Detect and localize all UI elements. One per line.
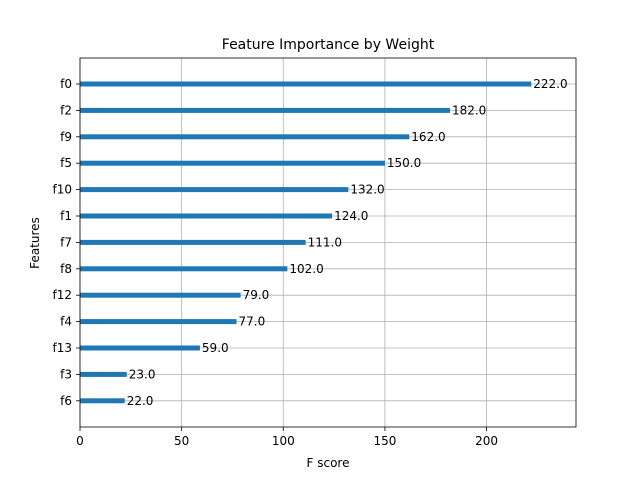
y-tick-label-f10: f10 — [53, 183, 73, 197]
bar-f13 — [80, 345, 200, 351]
data-label-f13: 59.0 — [202, 341, 229, 355]
bar-f7 — [80, 239, 306, 245]
plot-frame — [79, 57, 577, 428]
bar-f1 — [80, 213, 333, 219]
bars — [80, 81, 532, 404]
x-tick-label-0: 0 — [76, 434, 84, 448]
data-label-f3: 23.0 — [129, 367, 156, 381]
data-label-f1: 124.0 — [334, 209, 368, 223]
bar-f10 — [80, 187, 349, 193]
y-tick-label-f5: f5 — [60, 156, 72, 170]
y-tick-label-f3: f3 — [60, 367, 72, 381]
bar-f2 — [80, 107, 450, 113]
data-label-f9: 162.0 — [411, 130, 445, 144]
y-tick-label-f6: f6 — [60, 394, 72, 408]
data-label-f5: 150.0 — [387, 156, 421, 170]
bar-f3 — [80, 371, 127, 377]
bar-f4 — [80, 319, 237, 325]
x-tick-label-3: 150 — [373, 434, 396, 448]
x-axis-label: F score — [307, 456, 350, 470]
bar-f8 — [80, 266, 288, 272]
data-label-f10: 132.0 — [350, 183, 384, 197]
axes: f0 f2 f9 f5 f10 f1 f7 f8 f12 f4 f13 f3 f6 0 50 100 150 20… — [53, 57, 577, 448]
data-label-f2: 182.0 — [452, 103, 486, 117]
data-label-f4: 77.0 — [239, 315, 266, 329]
y-tick-label-f7: f7 — [60, 235, 72, 249]
x-tick-label-4: 200 — [475, 434, 498, 448]
bar-f9 — [80, 134, 410, 140]
bar-f12 — [80, 292, 241, 298]
x-tick-label-2: 100 — [272, 434, 295, 448]
chart-title: Feature Importance by Weight — [222, 37, 435, 53]
data-label-f0: 222.0 — [533, 77, 567, 91]
data-label-f6: 22.0 — [127, 394, 154, 408]
y-tick-label-f9: f9 — [60, 130, 72, 144]
y-tick-label-f1: f1 — [60, 209, 72, 223]
y-tick-label-f4: f4 — [60, 315, 72, 329]
data-label-f12: 79.0 — [243, 288, 270, 302]
y-axis-label: Features — [28, 217, 42, 269]
x-tick-label-1: 50 — [174, 434, 189, 448]
y-tick-label-f0: f0 — [60, 77, 72, 91]
y-tick-label-f8: f8 — [60, 262, 72, 276]
bar-f5 — [80, 160, 385, 166]
y-tick-label-f2: f2 — [60, 103, 72, 117]
bar-f6 — [80, 398, 125, 404]
y-tick-label-f12: f12 — [53, 288, 73, 302]
bar-f0 — [80, 81, 532, 87]
data-label-f7: 111.0 — [308, 235, 342, 249]
data-label-f8: 102.0 — [289, 262, 323, 276]
y-tick-label-f13: f13 — [53, 341, 73, 355]
